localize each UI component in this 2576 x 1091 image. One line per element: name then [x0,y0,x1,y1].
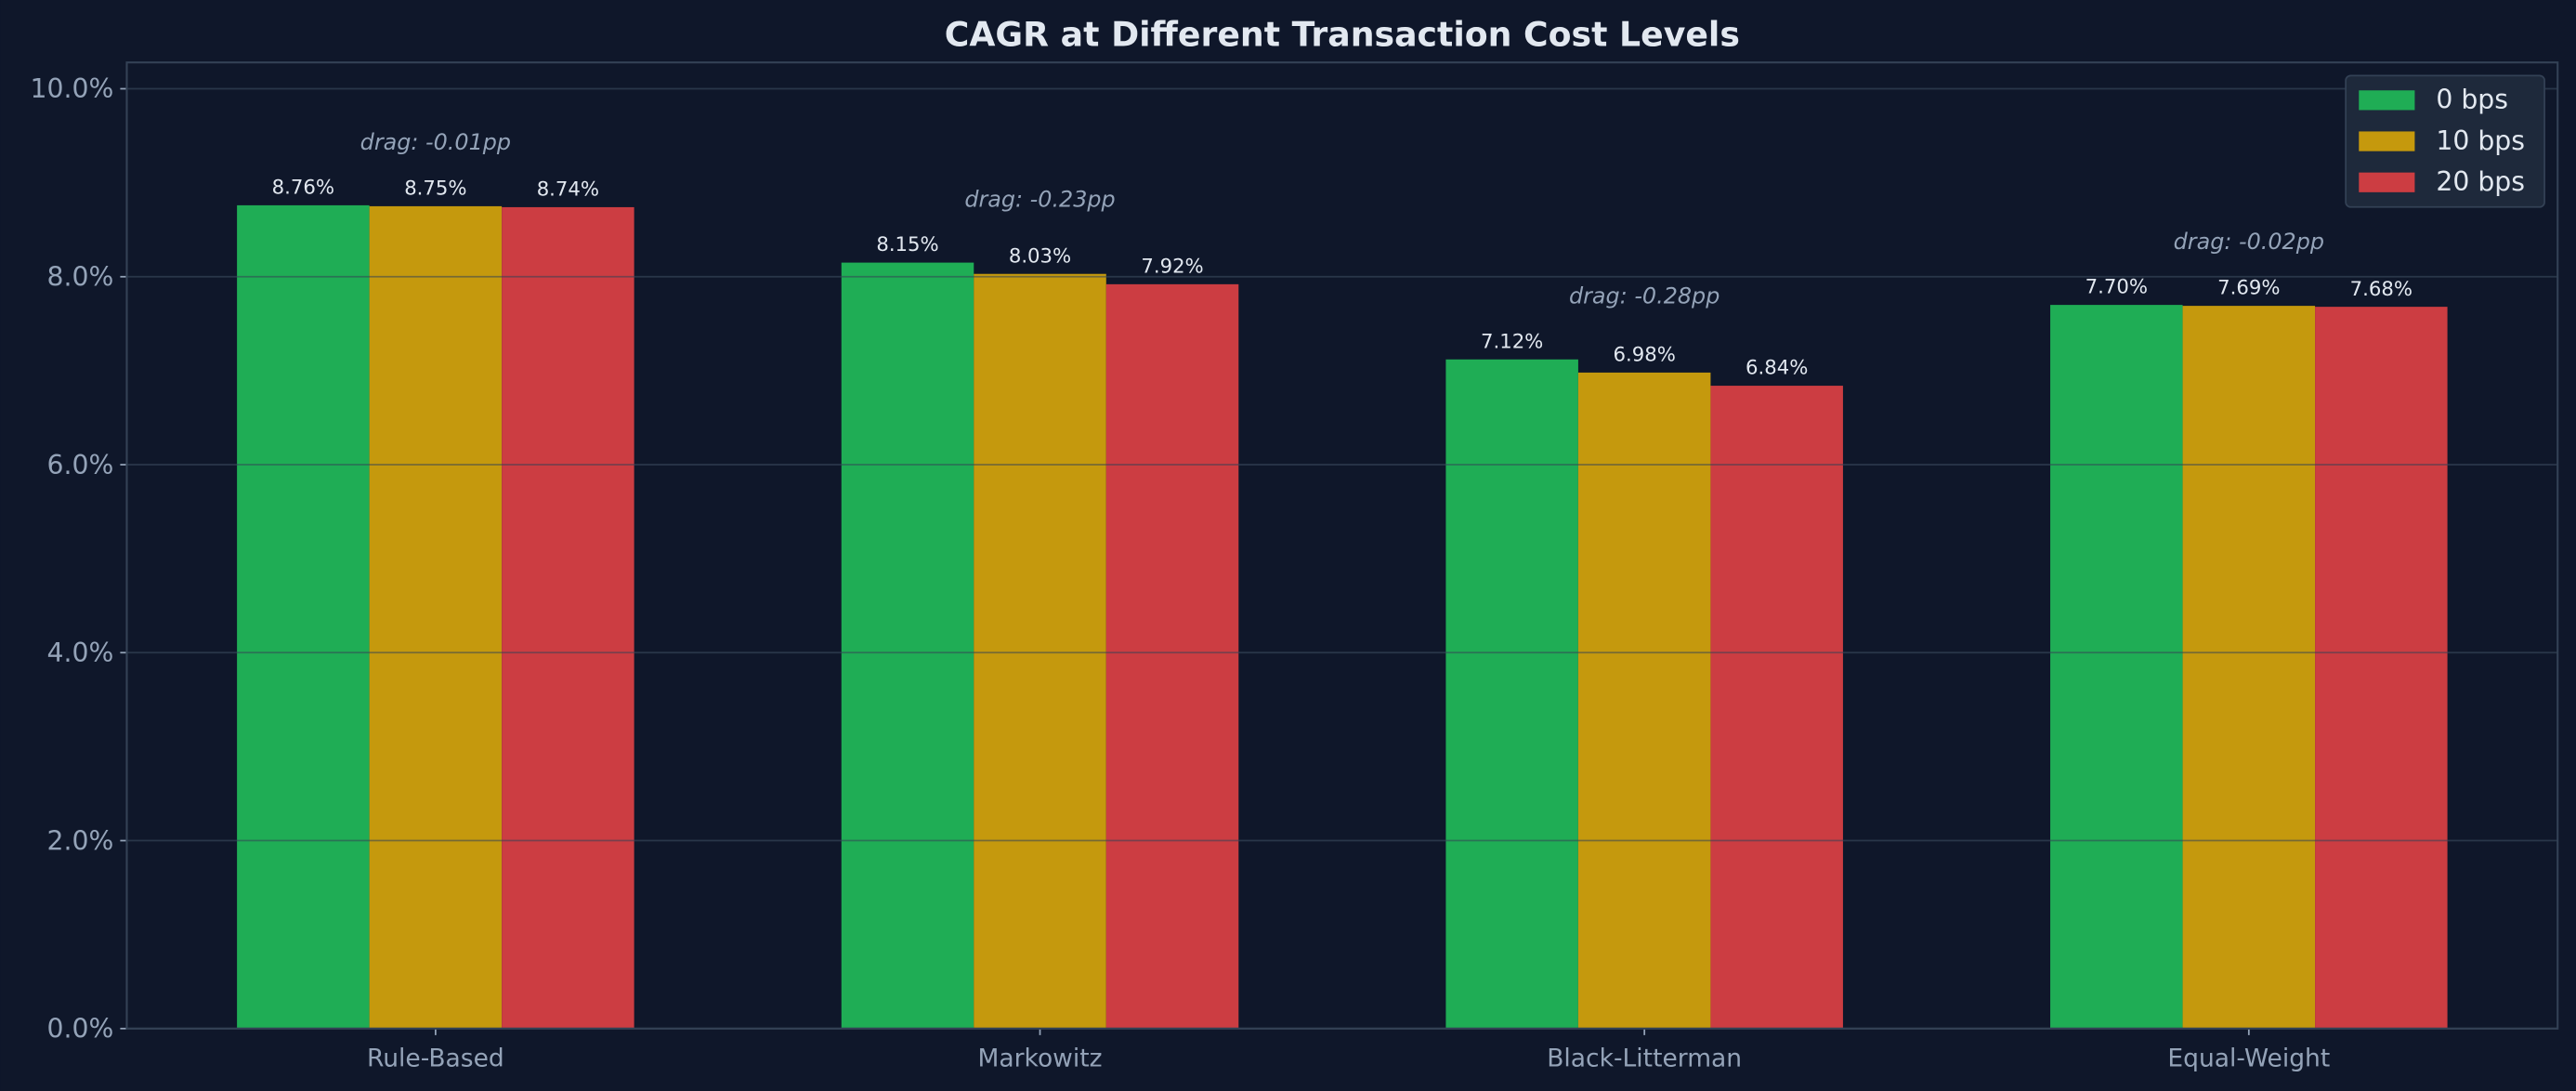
drag-annotation: drag: -0.28pp [1569,283,1720,309]
legend-swatch [2359,131,2415,151]
bar-20-bps-black-litterman [1710,386,1843,1029]
y-tick-label: 6.0% [47,450,114,480]
legend: 0 bps 10 bps 20 bps [2345,74,2545,208]
bar-value-label: 8.15% [876,233,938,256]
bar-value-label: 7.69% [2217,277,2280,300]
x-tick-label: Equal-Weight [2167,1044,2330,1072]
bar-20-bps-markowitz [1105,283,1239,1029]
bar-10-bps-black-litterman [1577,372,1711,1029]
y-tick-label: 2.0% [47,825,114,856]
legend-swatch [2359,172,2415,192]
axes-frame [125,61,2559,1030]
drag-annotation: drag: -0.01pp [360,129,511,155]
bar-value-label: 8.74% [537,178,599,202]
bar-value-label: 7.92% [1141,255,1203,278]
bar-10-bps-markowitz [974,273,1106,1029]
y-tick-label: 8.0% [47,261,114,292]
x-tick-label: Black-Litterman [1547,1044,1742,1072]
bars [237,204,2448,1029]
bar-value-label: 6.98% [1613,344,1675,367]
axes: 0.0% 2.0% 4.0% 6.0% 8.0% 10.0% Rule-Based Marko… [31,61,2559,1072]
drag-annotation: drag: -0.23pp [964,186,1115,212]
bar-0-bps-markowitz [841,262,974,1029]
y-tick-label: 10.0% [31,73,114,104]
drag-annotation: drag: -0.02pp [2174,229,2324,255]
x-tick-label: Rule-Based [367,1044,504,1072]
x-tick-label: Markowitz [978,1044,1103,1072]
bar-value-label: 8.03% [1009,244,1071,268]
bar-10-bps-equal-weight [2182,306,2316,1029]
bar-value-label: 7.68% [2350,278,2413,301]
bar-20-bps-rule-based [502,206,634,1029]
bar-value-label: 7.12% [1481,330,1543,353]
bar-value-label: 8.75% [404,177,466,201]
bar-20-bps-equal-weight [2315,307,2448,1029]
legend-label: 0 bps [2436,85,2508,115]
y-tick-label: 0.0% [47,1014,114,1045]
bar-value-label: 8.76% [272,177,334,200]
value-labels: 8.76% 8.75% 8.74% drag: -0.01pp 8.15% 8.03% 7.… [272,129,2413,380]
bar-10-bps-rule-based [369,205,503,1029]
bar-0-bps-rule-based [237,204,370,1029]
chart-title: CAGR at Different Transaction Cost Level… [945,15,1740,55]
bar-0-bps-equal-weight [2050,305,2183,1029]
bar-value-label: 6.84% [1746,357,1808,380]
legend-label: 10 bps [2436,125,2525,156]
bar-value-label: 7.70% [2086,276,2148,299]
legend-swatch [2359,90,2415,111]
bar-0-bps-black-litterman [1445,359,1578,1029]
y-tick-label: 4.0% [47,638,114,668]
legend-label: 20 bps [2436,166,2525,197]
